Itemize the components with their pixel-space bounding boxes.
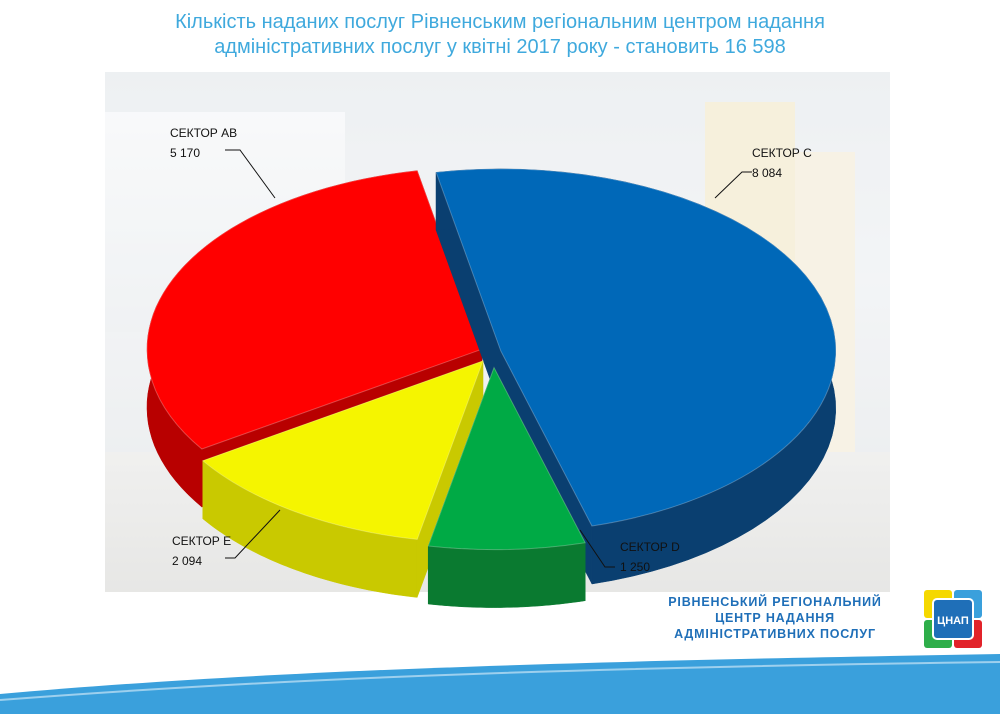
slice-label-value: 8 084: [752, 166, 782, 180]
slice-label-value: 5 170: [170, 146, 200, 160]
pie-slice-3: [201, 360, 484, 598]
leader-line: [579, 529, 615, 568]
leader-line: [714, 171, 752, 199]
leader-line: [225, 149, 276, 199]
organization-name-line-1: РІВНЕНСЬКИЙ РЕГІОНАЛЬНИЙ: [668, 595, 882, 609]
organization-name-line-2: ЦЕНТР НАДАННЯ: [715, 611, 835, 625]
pie-slice-top: [435, 168, 837, 527]
logo-text: ЦНАП: [937, 615, 969, 627]
slice-label-3: СЕКТОР Е 2 094: [172, 509, 281, 568]
slice-label-name: СЕКТОР АВ: [170, 126, 237, 140]
pie-slice-top: [201, 360, 484, 540]
pie-slice-side: [427, 542, 586, 608]
slice-label-4: СЕКТОР АВ 5 170: [170, 126, 276, 199]
slice-label-1: СЕКТОР С 8 084: [714, 146, 812, 199]
slice-label-name: СЕКТОР Е: [172, 534, 231, 548]
slice-label-value: 1 250: [620, 560, 650, 574]
chart-title-line-1: Кількість наданих послуг Рівненським рег…: [175, 11, 825, 33]
pie-slice-1: [435, 168, 837, 585]
chart-title-line-2: адміністративних послуг у квітні 2017 ро…: [214, 36, 786, 58]
leader-line: [225, 509, 281, 559]
slice-label-2: СЕКТОР D 1 250: [579, 529, 680, 574]
slice-label-value: 2 094: [172, 554, 202, 568]
cnap-logo: ЦНАП: [924, 590, 982, 648]
slice-label-name: СЕКТОР С: [752, 146, 812, 160]
logo-center-plate: [932, 598, 974, 640]
organization-name-line-3: АДМІНІСТРАТИВНИХ ПОСЛУГ: [674, 627, 876, 641]
pie-slice-2: [427, 366, 586, 608]
footer-wave-highlight: [0, 661, 1000, 701]
organization-name: РІВНЕНСЬКИЙ РЕГІОНАЛЬНИЙ ЦЕНТР НАДАННЯ А…: [640, 594, 910, 642]
footer-wave-shape: [0, 654, 1000, 714]
pie-slice-top: [427, 366, 586, 551]
pie-slice-top: [146, 170, 483, 450]
slice-label-name: СЕКТОР D: [620, 540, 680, 554]
chart-title: Кількість наданих послуг Рівненським рег…: [0, 10, 1000, 60]
footer-wave: [0, 654, 1000, 714]
